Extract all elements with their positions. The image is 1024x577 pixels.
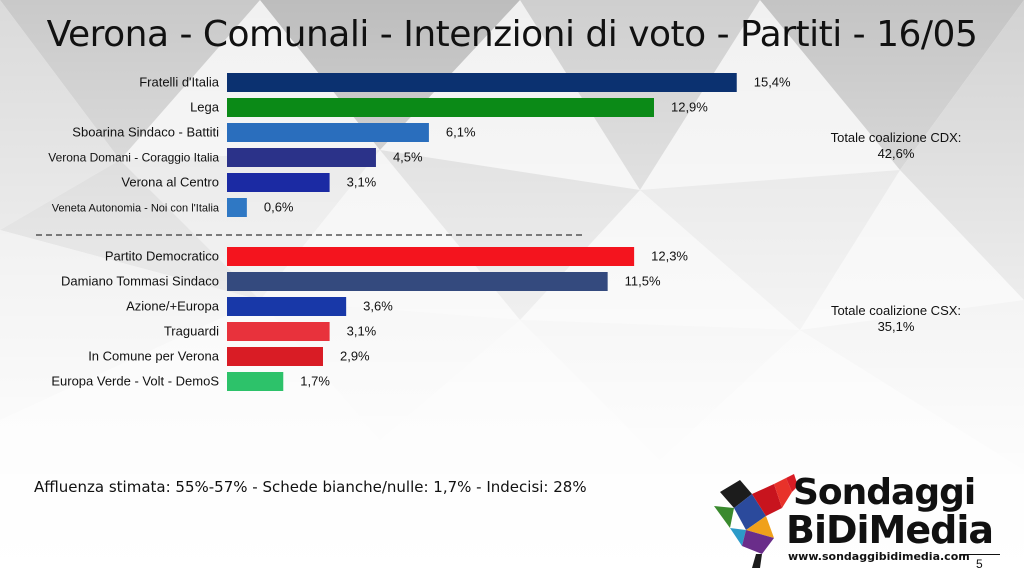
value-label-sboarina-sindaco-battiti: 6,1% [446, 125, 476, 140]
coalition-total-cdx-value: 42,6% [877, 146, 915, 161]
page-number-rule [960, 554, 1000, 555]
brand-line-2: BiDiMedia [786, 508, 994, 552]
bar-veneta-autonomia-noi-con-l-italia [227, 198, 247, 217]
value-label-traguardi: 3,1% [347, 324, 377, 339]
bar-damiano-tommasi-sindaco [227, 272, 608, 291]
category-label-fratelli-d-italia: Fratelli d'Italia [139, 75, 220, 90]
footer-note: Affluenza stimata: 55%-57% - Schede bian… [34, 478, 587, 496]
value-label-in-comune-per-verona: 2,9% [340, 349, 370, 364]
value-label-veneta-autonomia-noi-con-l-italia: 0,6% [264, 200, 294, 215]
category-label-in-comune-per-verona: In Comune per Verona [88, 349, 220, 364]
bar-europa-verde-volt-demos [227, 372, 284, 391]
page-number: 5 [976, 557, 983, 571]
bar-verona-domani-coraggio-italia [227, 148, 376, 167]
category-label-verona-al-centro: Verona al Centro [121, 175, 219, 190]
coalition-total-csx-label: Totale coalizione CSX: [830, 303, 962, 318]
category-label-europa-verde-volt-demos: Europa Verde - Volt - DemoS [51, 374, 219, 389]
category-label-damiano-tommasi-sindaco: Damiano Tommasi Sindaco [61, 274, 219, 289]
coalition-total-csx: Totale coalizione CSX: 35,1% [776, 303, 1016, 335]
category-label-traguardi: Traguardi [164, 324, 219, 339]
value-label-azione-europa: 3,6% [363, 299, 393, 314]
category-label-partito-democratico: Partito Democratico [105, 249, 219, 264]
brand-line-1: Sondaggi [793, 472, 976, 513]
brand-url[interactable]: www.sondaggibidimedia.com [788, 550, 970, 563]
category-label-verona-domani-coraggio-italia: Verona Domani - Coraggio Italia [48, 151, 219, 165]
bar-in-comune-per-verona [227, 347, 323, 366]
rooster-icon [714, 474, 798, 568]
bar-lega [227, 98, 654, 117]
bar-partito-democratico [227, 247, 635, 266]
value-label-fratelli-d-italia: 15,4% [754, 75, 791, 90]
chart-title: Verona - Comunali - Intenzioni di voto -… [46, 14, 978, 55]
value-label-damiano-tommasi-sindaco: 11,5% [625, 274, 661, 289]
bar-verona-al-centro [227, 173, 330, 192]
category-label-azione-europa: Azione/+Europa [126, 299, 220, 314]
category-label-veneta-autonomia-noi-con-l-italia: Veneta Autonomia - Noi con l'Italia [52, 203, 220, 215]
value-label-verona-domani-coraggio-italia: 4,5% [393, 150, 423, 165]
bar-fratelli-d-italia [227, 73, 737, 92]
category-label-lega: Lega [190, 100, 220, 115]
bar-sboarina-sindaco-battiti [227, 123, 429, 142]
value-label-partito-democratico: 12,3% [651, 249, 688, 264]
coalition-total-cdx-label: Totale coalizione CDX: [830, 130, 962, 145]
category-label-sboarina-sindaco-battiti: Sboarina Sindaco - Battiti [72, 125, 219, 140]
bar-traguardi [227, 322, 330, 341]
coalition-total-cdx: Totale coalizione CDX: 42,6% [776, 130, 1016, 162]
coalition-total-csx-value: 35,1% [877, 319, 915, 334]
value-label-europa-verde-volt-demos: 1,7% [300, 374, 330, 389]
value-label-lega: 12,9% [671, 100, 708, 115]
bar-azione-europa [227, 297, 347, 316]
value-label-verona-al-centro: 3,1% [347, 175, 377, 190]
